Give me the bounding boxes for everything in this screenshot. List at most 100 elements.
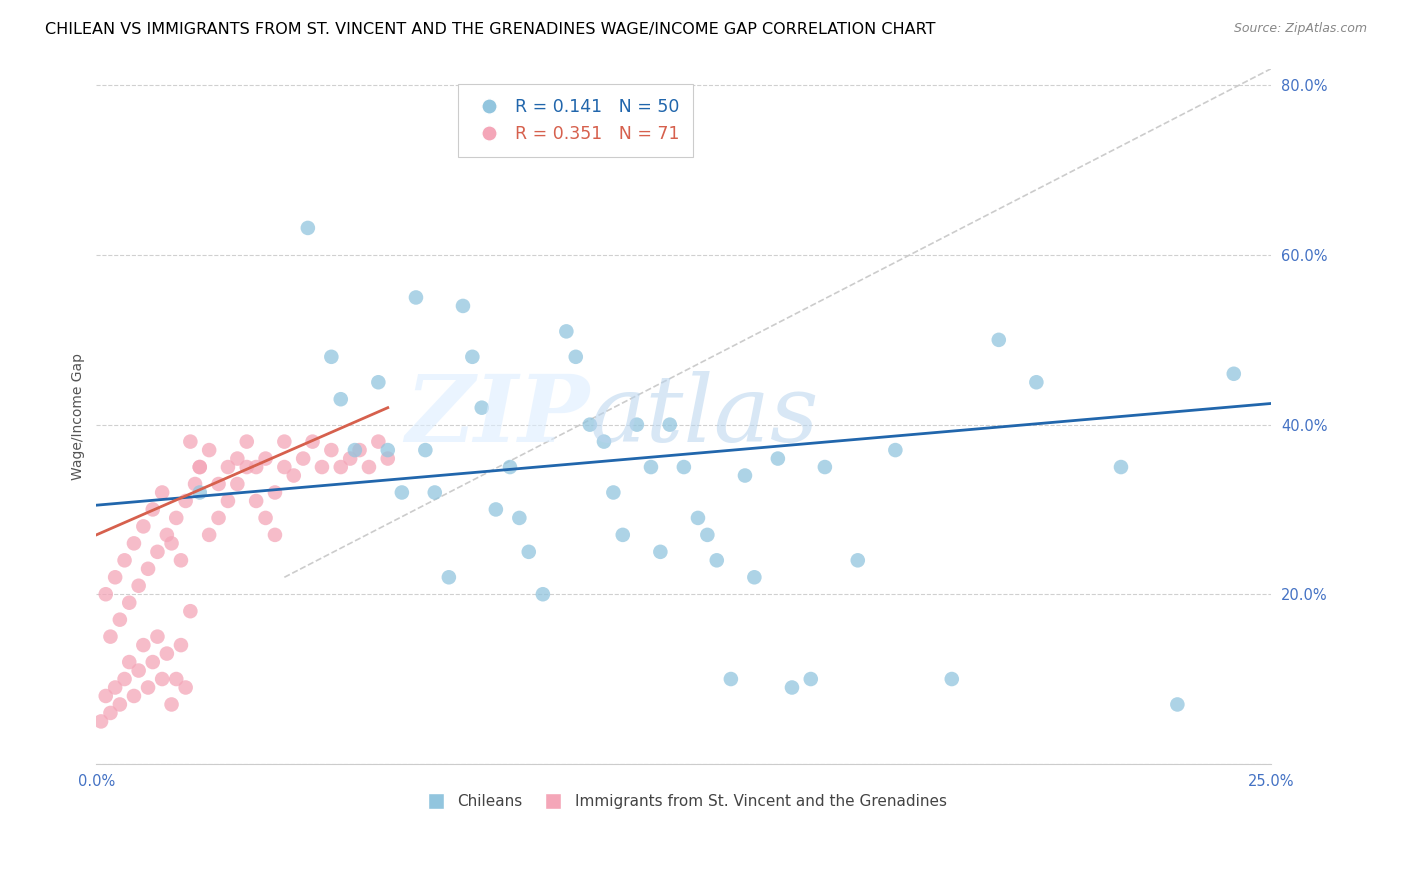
Point [612, 528, 634, 542]
Point [184, 477, 207, 491]
Point [546, 137, 568, 152]
Point [136, 681, 159, 695]
Point [142, 502, 165, 516]
Point [706, 553, 728, 567]
Point [555, 324, 578, 338]
Point [640, 460, 662, 475]
Point [94, 587, 117, 601]
Point [297, 221, 319, 235]
Point [814, 460, 837, 475]
Point [104, 570, 127, 584]
Point [136, 562, 159, 576]
Point [264, 528, 287, 542]
Point [114, 672, 136, 686]
Point [517, 545, 540, 559]
Point [273, 434, 295, 449]
Point [114, 553, 136, 567]
Point [987, 333, 1010, 347]
Point [217, 494, 239, 508]
Point [142, 655, 165, 669]
Point [156, 647, 179, 661]
Text: CHILEAN VS IMMIGRANTS FROM ST. VINCENT AND THE GRENADINES WAGE/INCOME GAP CORREL: CHILEAN VS IMMIGRANTS FROM ST. VINCENT A… [45, 22, 935, 37]
Point [217, 460, 239, 475]
Point [146, 630, 169, 644]
Point [170, 553, 193, 567]
Point [150, 485, 173, 500]
Point [329, 460, 352, 475]
Point [471, 401, 494, 415]
Point [118, 596, 141, 610]
Point [104, 681, 127, 695]
Point [165, 511, 187, 525]
Point [686, 511, 709, 525]
Point [602, 485, 624, 500]
Point [800, 672, 823, 686]
Point [254, 451, 277, 466]
Point [437, 570, 460, 584]
Point [321, 350, 343, 364]
Point [884, 443, 907, 458]
Point [531, 587, 554, 601]
Point [720, 672, 742, 686]
Point [198, 528, 221, 542]
Point [780, 681, 803, 695]
Point [626, 417, 648, 432]
Point [658, 417, 681, 432]
Point [423, 485, 446, 500]
Point [301, 434, 323, 449]
Point [174, 494, 197, 508]
Point [188, 460, 211, 475]
Y-axis label: Wage/Income Gap: Wage/Income Gap [72, 352, 86, 480]
Point [329, 392, 352, 407]
Point [508, 511, 530, 525]
Point [846, 553, 869, 567]
Text: Source: ZipAtlas.com: Source: ZipAtlas.com [1233, 22, 1367, 36]
Point [311, 460, 333, 475]
Point [128, 664, 150, 678]
Point [132, 519, 155, 533]
Point [744, 570, 766, 584]
Point [160, 698, 183, 712]
Point [100, 630, 122, 644]
Point [405, 290, 427, 304]
Point [339, 451, 361, 466]
Point [264, 485, 287, 500]
Point [321, 443, 343, 458]
Legend: Chileans, Immigrants from St. Vincent and the Grenadines: Chileans, Immigrants from St. Vincent an… [415, 788, 953, 815]
Point [122, 536, 145, 550]
Point [207, 511, 229, 525]
Point [1109, 460, 1132, 475]
Point [146, 545, 169, 559]
Point [349, 443, 371, 458]
Point [391, 485, 413, 500]
Point [245, 460, 267, 475]
Text: ZIP: ZIP [405, 371, 591, 461]
Point [170, 638, 193, 652]
Point [128, 579, 150, 593]
Point [94, 689, 117, 703]
Point [696, 528, 718, 542]
Point [377, 451, 399, 466]
Point [188, 460, 211, 475]
Point [283, 468, 305, 483]
Point [451, 299, 474, 313]
Point [160, 536, 183, 550]
Point [226, 451, 249, 466]
Point [415, 443, 437, 458]
Point [672, 460, 695, 475]
Point [734, 468, 756, 483]
Point [485, 502, 508, 516]
Point [1025, 376, 1047, 390]
Point [367, 434, 389, 449]
Point [179, 604, 201, 618]
Point [650, 545, 672, 559]
Point [179, 434, 201, 449]
Point [226, 477, 249, 491]
Point [100, 706, 122, 720]
Point [292, 451, 315, 466]
Point [108, 698, 131, 712]
Point [579, 417, 602, 432]
Point [565, 350, 588, 364]
Text: atlas: atlas [591, 371, 820, 461]
Point [343, 443, 366, 458]
